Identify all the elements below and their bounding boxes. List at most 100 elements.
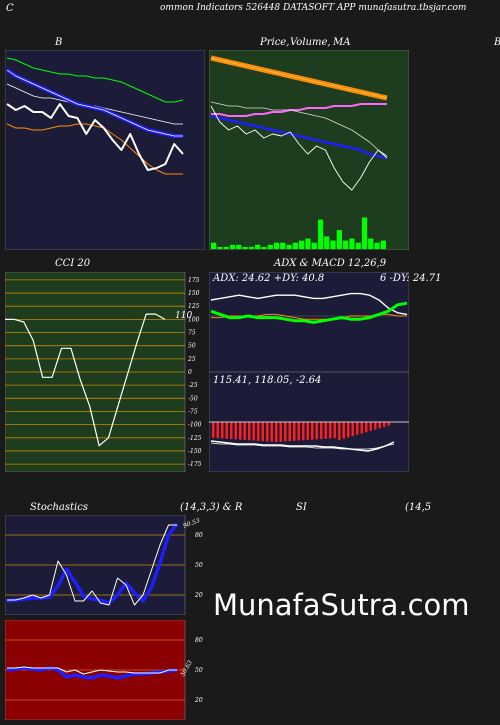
volume-bar bbox=[273, 242, 280, 249]
macd-histogram-bar bbox=[230, 422, 233, 439]
macd-histogram-bar bbox=[212, 422, 215, 438]
macd-histogram-bar bbox=[315, 422, 318, 440]
cci-tick-label: -175 bbox=[188, 461, 202, 468]
stoch-tick-label: 80 bbox=[195, 532, 203, 539]
cci-tick-label: 75 bbox=[188, 330, 196, 337]
volume-bar bbox=[217, 246, 223, 249]
macd-histogram-bar bbox=[383, 422, 386, 427]
cci-tick-label: -50 bbox=[188, 395, 198, 402]
macd-line bbox=[210, 440, 395, 452]
volume-bar bbox=[380, 240, 386, 249]
bb-title: B bbox=[55, 37, 63, 48]
cci-panel: 175 150 125 100 75 50 25 0 -25 -50 -75 -100 -125 -150… bbox=[5, 272, 202, 472]
macd-histogram-bar bbox=[266, 422, 269, 442]
cci-tick-label: 125 bbox=[188, 303, 200, 310]
bollinger-panel bbox=[5, 50, 205, 250]
stoch-params: (14,3,3) & R bbox=[180, 502, 243, 513]
macd-histogram-bar bbox=[293, 422, 296, 441]
volume-bar bbox=[261, 246, 267, 249]
bb-ma-highlight bbox=[6, 69, 183, 137]
volume-bar bbox=[343, 240, 349, 249]
macd-histogram-bar bbox=[338, 422, 341, 440]
macd-histogram-bar bbox=[288, 422, 291, 442]
volume-bar bbox=[242, 246, 248, 249]
volume-bar bbox=[292, 242, 298, 249]
volume-bar bbox=[324, 236, 330, 249]
macd-histogram-bar bbox=[342, 422, 345, 439]
macd-histogram-bar bbox=[347, 422, 350, 438]
bb-price-line bbox=[6, 103, 184, 171]
adx-plus-dy-line bbox=[210, 292, 408, 316]
price-volume-panel bbox=[209, 50, 409, 250]
stoch-title: Stochastics bbox=[30, 502, 88, 513]
cci-tick-label: -100 bbox=[188, 422, 202, 429]
volume-bar bbox=[248, 246, 254, 249]
macd-histogram-bar bbox=[261, 422, 264, 442]
stoch-signal-line bbox=[6, 522, 179, 605]
ma-blue bbox=[210, 114, 388, 160]
volume-bar bbox=[223, 246, 229, 249]
macd-histogram-bar bbox=[257, 422, 260, 441]
macd-histogram-bar bbox=[243, 422, 246, 440]
macd-histogram-bar bbox=[284, 422, 287, 442]
header-title: ommon Indicators 526448 DATASOFT APP mun… bbox=[160, 3, 467, 13]
macd-histogram-bar bbox=[320, 422, 323, 439]
macd-histogram-bar bbox=[329, 422, 332, 439]
macd-histogram-bar bbox=[239, 422, 242, 440]
rsi-tick-label: 50 bbox=[195, 667, 203, 674]
volume-bar bbox=[374, 242, 380, 249]
volume-bar bbox=[311, 242, 317, 249]
macd-histogram-bar bbox=[252, 422, 255, 441]
right-edge-title: B bbox=[494, 37, 500, 48]
macd-histogram-bar bbox=[302, 422, 305, 441]
rsi-tick-label: 80 bbox=[195, 637, 203, 644]
adx-macd-title: ADX & MACD 12,26,9 bbox=[274, 258, 387, 269]
adx-dy-minus: 6 -DY: 24.71 bbox=[380, 273, 442, 284]
price-title-ma: MA bbox=[333, 37, 351, 48]
cci-tick-label: 150 bbox=[188, 290, 200, 297]
volume-bar bbox=[336, 230, 342, 249]
macd-values: 115.41, 118.05, -2.64 bbox=[213, 375, 322, 386]
macd-histogram-bar bbox=[248, 422, 251, 441]
cci-tick-label: -150 bbox=[188, 448, 202, 455]
stoch-tick-label: 50 bbox=[195, 562, 203, 569]
cci-value-label: 110 bbox=[175, 311, 192, 321]
macd-signal-line bbox=[210, 442, 395, 450]
ma-white-thin bbox=[210, 101, 388, 157]
macd-histogram-bar bbox=[365, 422, 368, 433]
rsi-title: SI bbox=[296, 502, 307, 513]
adx-values: ADX: 24.62 +DY: 40.8 bbox=[213, 273, 325, 284]
volume-bar bbox=[305, 238, 311, 249]
macd-histogram-bar bbox=[221, 422, 224, 439]
volume-bar bbox=[355, 242, 361, 249]
cci-tick-label: 0 bbox=[188, 369, 192, 376]
cci-tick-label: -75 bbox=[188, 409, 198, 416]
bb-upper-band bbox=[6, 57, 184, 103]
cci-tick-label: 100 bbox=[188, 316, 200, 323]
volume-bar bbox=[330, 240, 336, 249]
volume-bar bbox=[255, 244, 261, 249]
volume-bar bbox=[211, 242, 217, 249]
header-left-glyph: C bbox=[6, 3, 14, 14]
volume-bar bbox=[299, 240, 305, 249]
watermark: MunafaSutra.com bbox=[213, 588, 470, 622]
price-title-price: Price, bbox=[260, 37, 290, 48]
rsi-main-line bbox=[7, 666, 177, 675]
macd-histogram-bar bbox=[333, 422, 336, 439]
macd-histogram-bar bbox=[369, 422, 372, 431]
macd-histogram-bar bbox=[351, 422, 354, 437]
macd-histogram-bar bbox=[279, 422, 282, 442]
volume-bar bbox=[236, 244, 242, 249]
volume-bar bbox=[368, 238, 374, 249]
macd-histogram-bar bbox=[270, 422, 273, 442]
stochastics-panel: 80 50 20 bbox=[5, 515, 203, 615]
cci-tick-label: -125 bbox=[188, 435, 202, 442]
rsi-params: (14,5 bbox=[405, 502, 432, 513]
cci-line bbox=[5, 313, 166, 447]
cci-tick-label: 175 bbox=[188, 277, 200, 284]
macd-histogram-bar bbox=[378, 422, 381, 429]
cci-tick-label: 25 bbox=[187, 356, 196, 363]
macd-panel bbox=[209, 372, 409, 472]
volume-bar bbox=[349, 238, 355, 249]
macd-histogram-bar bbox=[360, 422, 363, 434]
